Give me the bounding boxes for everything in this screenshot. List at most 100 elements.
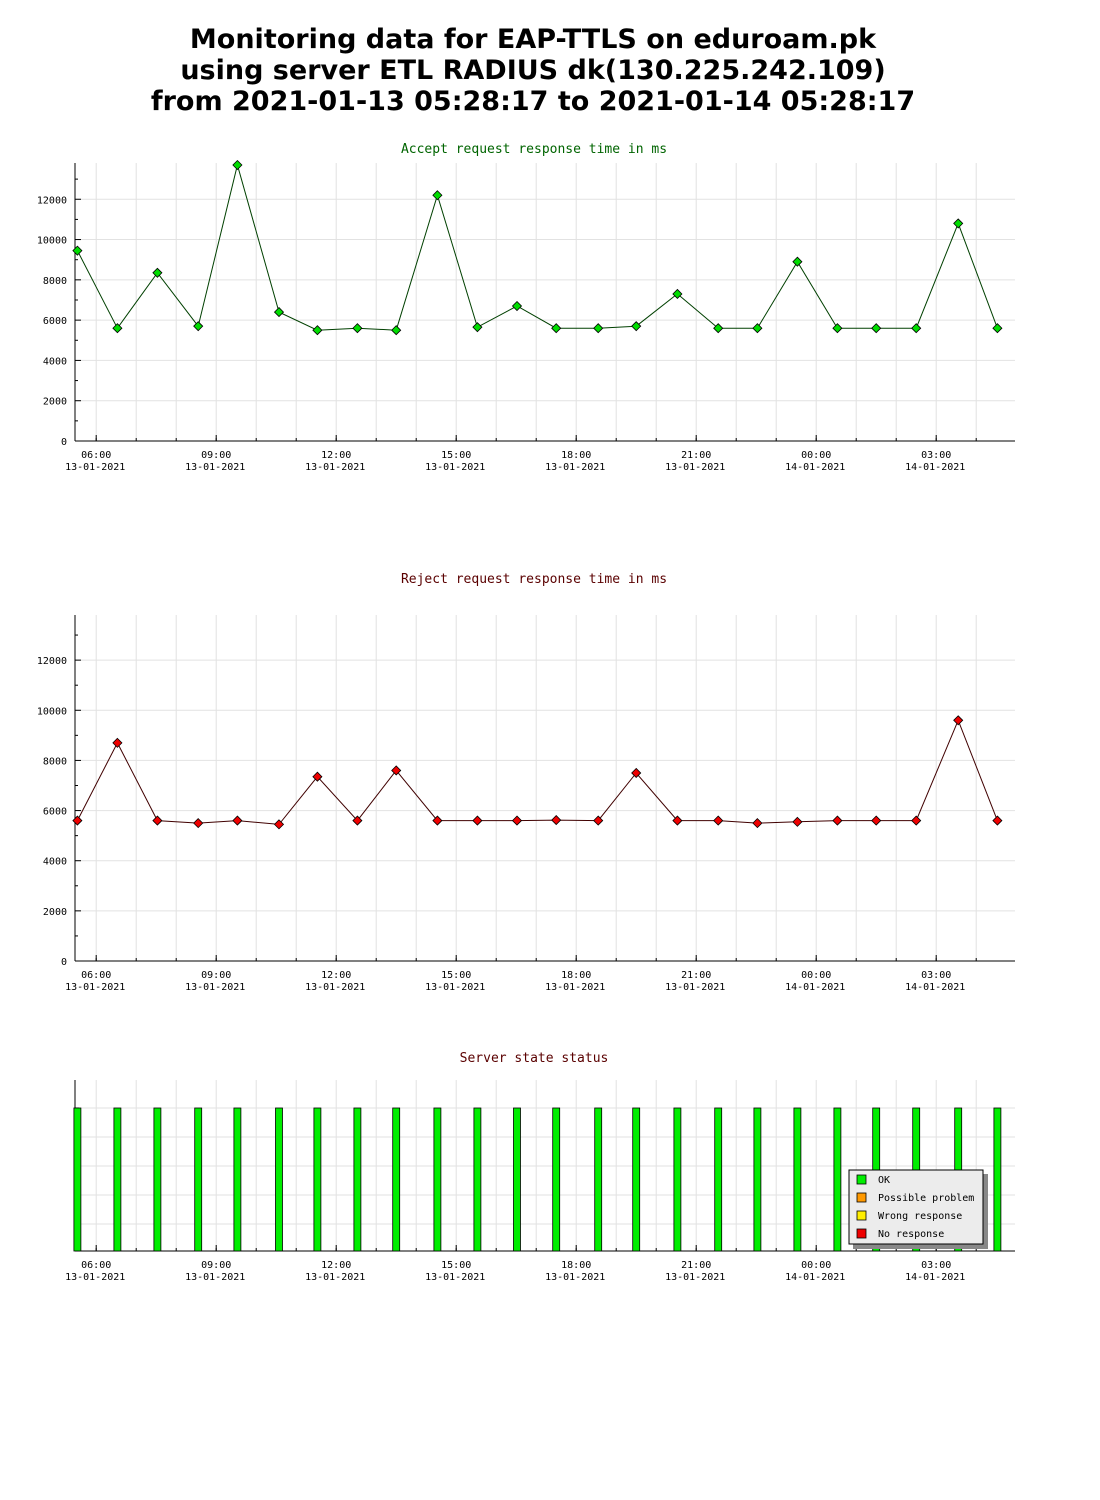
- data-point: [871, 815, 882, 826]
- x-tick-label-time: 09:00: [201, 970, 231, 981]
- x-tick-label-time: 03:00: [921, 970, 951, 981]
- x-tick-label-date: 13-01-2021: [665, 1272, 725, 1283]
- y-tick-label: 12000: [37, 656, 67, 667]
- legend-box: [848, 1169, 984, 1245]
- data-point: [911, 323, 922, 334]
- x-tick-label-date: 13-01-2021: [65, 982, 125, 993]
- data-point: [551, 323, 562, 334]
- data-point: [273, 307, 285, 318]
- data-point: [593, 323, 604, 334]
- data-point: [312, 325, 323, 336]
- title-line-2: using server ETL RADIUS dk(130.225.242.1…: [180, 55, 886, 86]
- status-bar: [233, 1107, 242, 1252]
- x-tick-label-date: 14-01-2021: [905, 1272, 965, 1283]
- x-tick-label-date: 13-01-2021: [545, 982, 605, 993]
- legend-label: Possible problem: [878, 1193, 974, 1204]
- x-tick-label-time: 06:00: [81, 1260, 111, 1271]
- x-tick-label-time: 18:00: [561, 1260, 591, 1271]
- data-point: [391, 765, 402, 776]
- x-tick-label-date: 13-01-2021: [665, 462, 725, 473]
- status-bar: [473, 1107, 482, 1252]
- x-tick-label-time: 21:00: [681, 1260, 711, 1271]
- x-tick-label-time: 12:00: [321, 970, 351, 981]
- data-point: [631, 321, 642, 332]
- x-tick-label-time: 03:00: [921, 450, 951, 461]
- legend-swatch: [856, 1228, 867, 1239]
- x-tick-label-date: 13-01-2021: [425, 982, 485, 993]
- status-bar: [552, 1107, 561, 1252]
- data-point: [432, 190, 443, 201]
- title-line-3: from 2021-01-13 05:28:17 to 2021-01-14 0…: [150, 86, 916, 117]
- x-tick-label-date: 13-01-2021: [65, 462, 125, 473]
- data-point: [432, 815, 443, 826]
- series-line: [76, 718, 998, 825]
- legend-swatch: [856, 1210, 867, 1221]
- data-point: [112, 323, 123, 334]
- status-bar: [673, 1107, 682, 1252]
- y-tick-label: 8000: [43, 756, 67, 767]
- data-point: [871, 323, 882, 334]
- data-point: [193, 321, 204, 332]
- status-bar: [313, 1107, 322, 1252]
- data-point: [472, 815, 483, 826]
- data-point: [672, 288, 683, 300]
- y-tick-label: 6000: [43, 316, 67, 327]
- y-tick-label: 10000: [37, 706, 67, 717]
- legend-label: OK: [878, 1175, 890, 1186]
- x-tick-label-time: 06:00: [81, 970, 111, 981]
- y-tick-label: 2000: [43, 397, 67, 408]
- status-bar: [714, 1107, 723, 1252]
- x-tick-label-time: 09:00: [201, 450, 231, 461]
- status-bar: [353, 1107, 362, 1252]
- x-tick-label-time: 21:00: [681, 450, 711, 461]
- data-point: [391, 325, 402, 336]
- data-point: [992, 323, 1003, 334]
- status-bar: [73, 1107, 82, 1252]
- y-tick-label: 6000: [43, 807, 67, 818]
- data-point: [752, 323, 763, 334]
- status-bar: [153, 1107, 162, 1252]
- status-bar: [793, 1107, 802, 1252]
- status-bar: [275, 1107, 283, 1252]
- y-tick-label: 8000: [43, 276, 67, 287]
- data-point: [752, 818, 763, 829]
- data-point: [953, 715, 964, 726]
- x-tick-label-time: 15:00: [441, 1260, 471, 1271]
- series-line: [76, 163, 998, 331]
- status-bar: [833, 1107, 842, 1252]
- x-tick-label-date: 14-01-2021: [785, 982, 845, 993]
- data-point: [911, 815, 922, 826]
- status-bar: [632, 1107, 641, 1252]
- legend-label: No response: [878, 1229, 944, 1240]
- x-tick-label-time: 15:00: [441, 970, 471, 981]
- x-tick-label-time: 12:00: [321, 450, 351, 461]
- chart-1: Accept request response time in ms06:001…: [37, 142, 1015, 473]
- x-tick-label-date: 13-01-2021: [425, 1272, 485, 1283]
- chart-2: Reject request response time in ms06:001…: [37, 572, 1015, 993]
- status-bar: [433, 1107, 442, 1252]
- legend-swatch: [856, 1174, 867, 1185]
- data-point: [511, 300, 523, 312]
- x-tick-label-time: 00:00: [801, 970, 831, 981]
- y-tick-label: 12000: [37, 195, 67, 206]
- data-point: [631, 767, 642, 779]
- data-point: [792, 816, 803, 827]
- x-tick-label-date: 13-01-2021: [545, 462, 605, 473]
- x-tick-label-time: 09:00: [201, 1260, 231, 1271]
- x-tick-label-date: 14-01-2021: [785, 1272, 845, 1283]
- x-tick-label-time: 21:00: [681, 970, 711, 981]
- data-point: [992, 815, 1003, 826]
- x-tick-label-time: 12:00: [321, 1260, 351, 1271]
- x-tick-label-date: 13-01-2021: [185, 462, 245, 473]
- chart-title: Server state status: [460, 1051, 609, 1066]
- x-tick-label-date: 14-01-2021: [905, 982, 965, 993]
- data-point: [152, 815, 163, 826]
- data-point: [193, 818, 204, 829]
- data-point: [312, 771, 323, 782]
- status-bar: [194, 1107, 203, 1252]
- status-bar: [993, 1107, 1002, 1252]
- x-tick-label-time: 06:00: [81, 450, 111, 461]
- status-bar: [113, 1107, 122, 1252]
- chart-title: Accept request response time in ms: [401, 142, 667, 157]
